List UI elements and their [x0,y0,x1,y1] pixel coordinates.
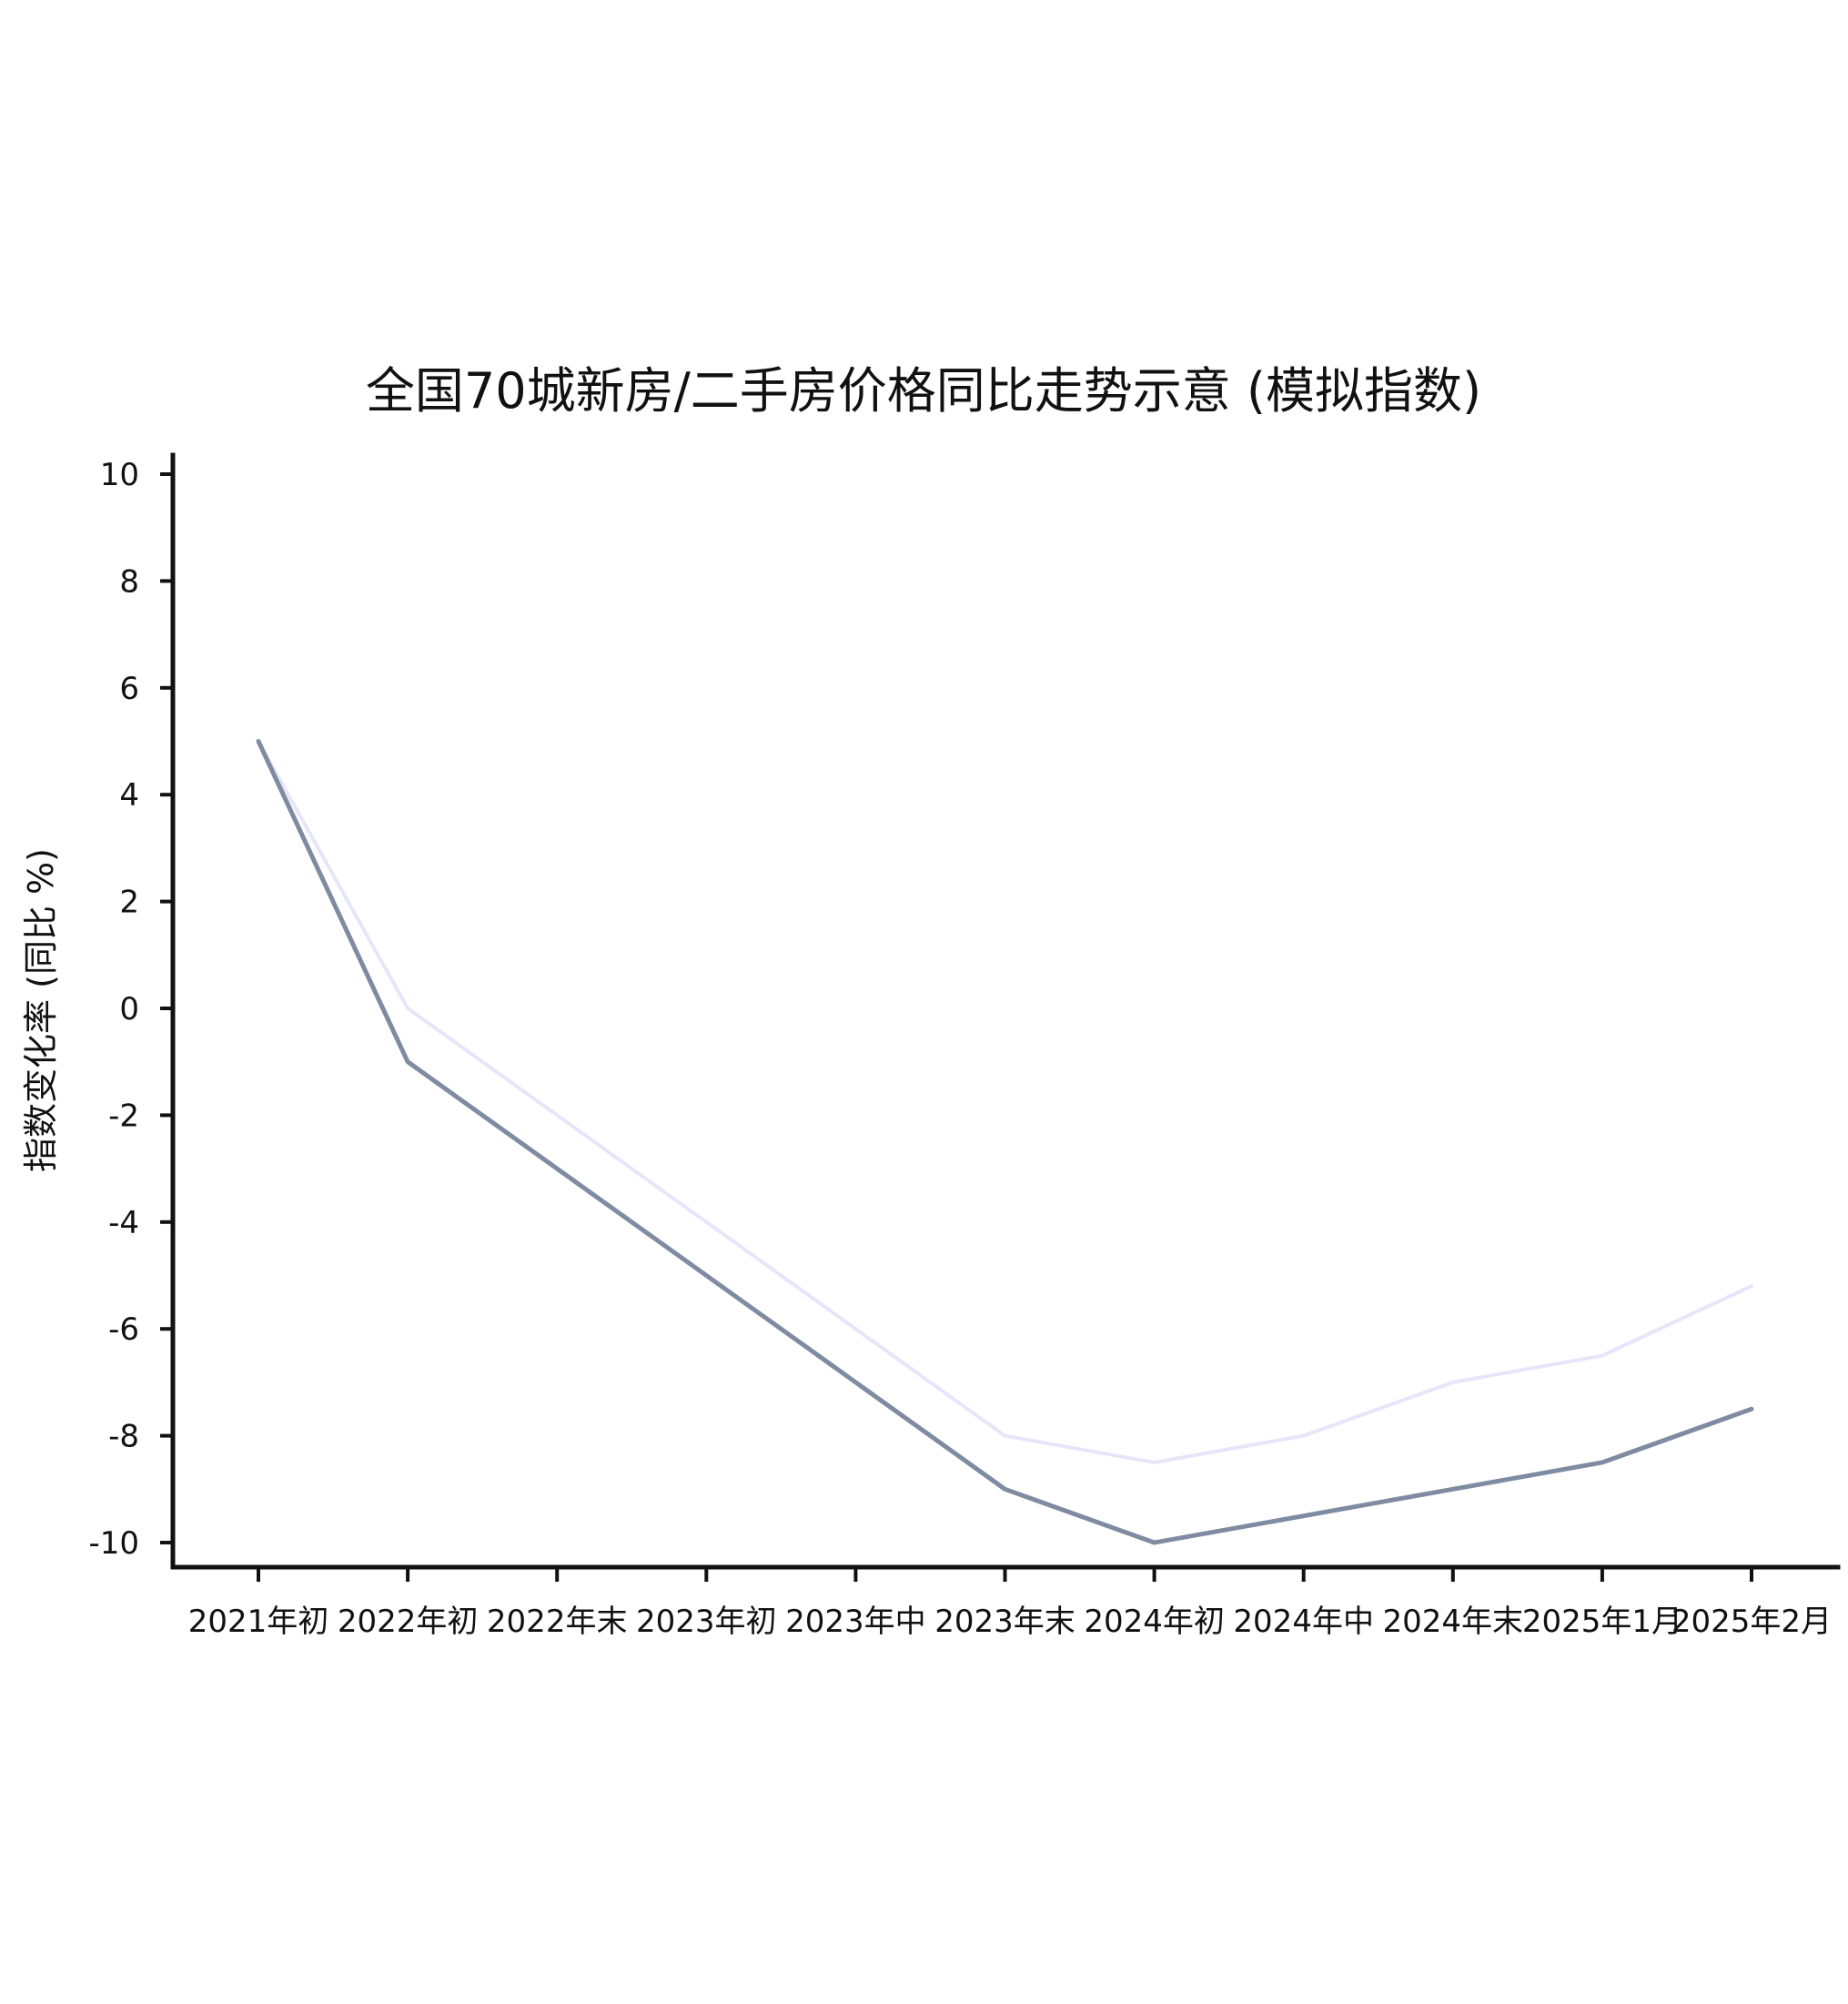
x-tick-label: 2024年末 [1383,1604,1524,1640]
x-tick-label: 2022年末 [487,1604,628,1640]
y-tick-label: -2 [108,1098,139,1134]
y-tick-label: -4 [108,1205,139,1241]
y-tick-label: 6 [119,671,139,707]
x-tick-label: 2023年中 [785,1604,926,1640]
x-tick-label: 2024年初 [1084,1604,1225,1640]
x-tick-label: 2022年初 [338,1604,479,1640]
chart-title: 全国70城新房/二手房价格同比走势示意 (模拟指数) [366,362,1481,420]
x-tick-label: 2025年2月 [1671,1604,1832,1640]
x-tick-label: 2023年末 [934,1604,1075,1640]
y-tick-label: 0 [119,991,139,1027]
x-tick-label: 2024年中 [1233,1604,1374,1640]
y-tick-label: 10 [100,457,139,493]
y-tick-label: 2 [119,885,139,921]
y-tick-label: -6 [108,1311,139,1348]
series-line-2 [256,739,1754,1545]
y-tick-label: 8 [119,563,139,600]
x-tick-label: 2023年初 [636,1604,777,1640]
x-tick-label: 2025年1月 [1522,1604,1682,1640]
y-tick-label: 4 [119,777,139,814]
series-line-1 [257,739,1753,1464]
y-tick-label: -10 [88,1525,139,1562]
y-tick-label: -8 [108,1419,139,1455]
y-axis-label: 指数变化率 (同比 %) [21,848,61,1172]
x-tick-label: 2021年初 [188,1604,329,1640]
